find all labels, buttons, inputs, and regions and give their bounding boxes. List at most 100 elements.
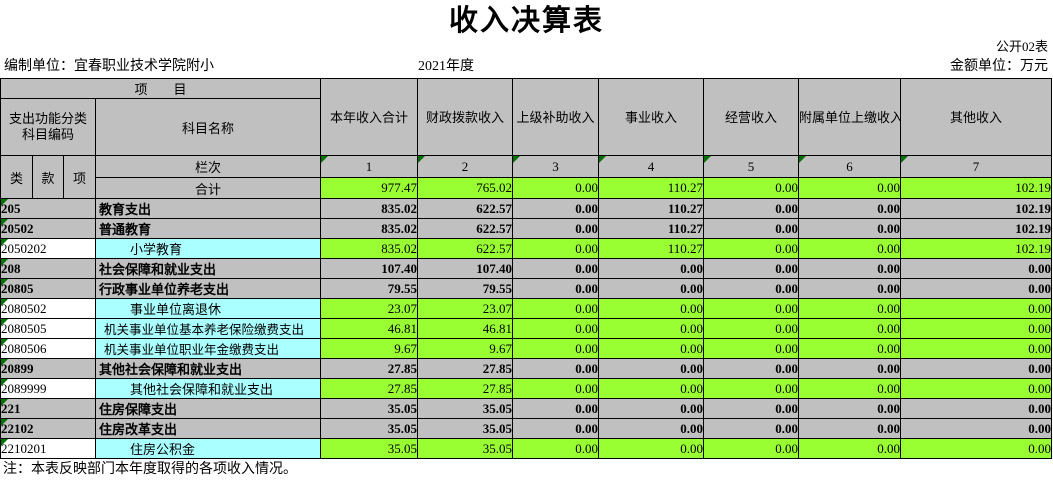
column-header-cell[interactable]: 上级补助收入	[512, 78, 600, 156]
value-cell[interactable]: 622.57	[417, 218, 514, 239]
value-cell[interactable]: 35.05	[320, 418, 419, 439]
row-name-cell[interactable]: 事业单位离退休	[94, 298, 322, 319]
column-number-cell[interactable]: 7	[900, 155, 1053, 178]
value-cell[interactable]: 0.00	[900, 298, 1053, 319]
value-cell[interactable]: 0.00	[798, 298, 902, 319]
column-header-cell[interactable]: 经营收入	[703, 78, 800, 156]
row-name-cell[interactable]: 其他社会保障和就业支出	[94, 358, 322, 379]
column-number-cell[interactable]: 3	[512, 155, 600, 178]
row-code-cell[interactable]: 2089999	[0, 378, 96, 399]
value-cell[interactable]: 35.05	[320, 438, 419, 459]
row-name-cell[interactable]: 教育支出	[94, 198, 322, 219]
value-cell[interactable]: 9.67	[320, 338, 419, 359]
row-code-cell[interactable]: 208	[0, 258, 96, 279]
value-cell[interactable]: 835.02	[320, 238, 419, 259]
row-name-cell[interactable]: 行政事业单位养老支出	[94, 278, 322, 299]
value-cell[interactable]: 0.00	[598, 258, 705, 279]
value-cell[interactable]: 0.00	[598, 378, 705, 399]
value-cell[interactable]: 0.00	[900, 258, 1053, 279]
value-cell[interactable]: 27.85	[417, 378, 514, 399]
value-cell[interactable]: 79.55	[320, 278, 419, 299]
value-cell[interactable]: 35.05	[417, 398, 514, 419]
value-cell[interactable]: 0.00	[798, 378, 902, 399]
value-cell[interactable]: 0.00	[703, 418, 800, 439]
value-cell[interactable]: 835.02	[320, 198, 419, 219]
lanci-header-cell[interactable]: 栏次	[94, 155, 322, 178]
value-cell[interactable]: 0.00	[512, 238, 600, 259]
row-code-cell[interactable]: 2210201	[0, 438, 96, 459]
row-code-cell[interactable]: 2080506	[0, 338, 96, 359]
value-cell[interactable]: 0.00	[798, 218, 902, 239]
value-cell[interactable]: 0.00	[598, 358, 705, 379]
value-cell[interactable]: 0.00	[703, 198, 800, 219]
row-code-cell[interactable]: 205	[0, 198, 96, 219]
value-cell[interactable]: 0.00	[512, 258, 600, 279]
value-cell[interactable]: 0.00	[512, 358, 600, 379]
value-cell[interactable]: 110.27	[598, 218, 705, 239]
value-cell[interactable]: 27.85	[320, 358, 419, 379]
value-cell[interactable]: 0.00	[900, 338, 1053, 359]
row-name-cell[interactable]: 住房保障支出	[94, 398, 322, 419]
value-cell[interactable]: 27.85	[417, 358, 514, 379]
value-cell[interactable]: 0.00	[900, 418, 1053, 439]
value-cell[interactable]: 0.00	[512, 438, 600, 459]
total-value-cell[interactable]: 102.19	[900, 177, 1053, 199]
value-cell[interactable]: 0.00	[703, 218, 800, 239]
value-cell[interactable]: 0.00	[900, 358, 1053, 379]
value-cell[interactable]: 0.00	[900, 398, 1053, 419]
total-value-cell[interactable]: 0.00	[512, 177, 600, 199]
row-code-cell[interactable]: 221	[0, 398, 96, 419]
total-value-cell[interactable]: 765.02	[417, 177, 514, 199]
value-cell[interactable]: 102.19	[900, 238, 1053, 259]
value-cell[interactable]: 0.00	[598, 438, 705, 459]
value-cell[interactable]: 0.00	[900, 378, 1053, 399]
kuan-header-cell[interactable]: 款	[32, 155, 64, 199]
code-header-cell[interactable]: 支出功能分类 科目编码	[0, 98, 96, 156]
value-cell[interactable]: 0.00	[598, 298, 705, 319]
value-cell[interactable]: 0.00	[598, 418, 705, 439]
value-cell[interactable]: 0.00	[798, 358, 902, 379]
row-code-cell[interactable]: 20502	[0, 218, 96, 239]
row-name-cell[interactable]: 其他社会保障和就业支出	[94, 378, 322, 399]
total-label-cell[interactable]: 合计	[94, 177, 322, 199]
value-cell[interactable]: 35.05	[320, 398, 419, 419]
value-cell[interactable]: 0.00	[598, 398, 705, 419]
value-cell[interactable]: 835.02	[320, 218, 419, 239]
value-cell[interactable]: 0.00	[703, 378, 800, 399]
value-cell[interactable]: 0.00	[798, 258, 902, 279]
column-header-cell[interactable]: 附属单位上缴收入	[798, 78, 902, 156]
value-cell[interactable]: 35.05	[417, 438, 514, 459]
value-cell[interactable]: 0.00	[798, 198, 902, 219]
row-code-cell[interactable]: 20805	[0, 278, 96, 299]
total-value-cell[interactable]: 977.47	[320, 177, 419, 199]
value-cell[interactable]: 0.00	[512, 398, 600, 419]
value-cell[interactable]: 23.07	[320, 298, 419, 319]
total-value-cell[interactable]: 0.00	[798, 177, 902, 199]
value-cell[interactable]: 0.00	[798, 438, 902, 459]
project-header-cell[interactable]: 项 目	[0, 78, 322, 99]
row-name-cell[interactable]: 机关事业单位职业年金缴费支出	[94, 338, 322, 359]
value-cell[interactable]: 102.19	[900, 198, 1053, 219]
value-cell[interactable]: 0.00	[512, 378, 600, 399]
value-cell[interactable]: 0.00	[703, 318, 800, 339]
value-cell[interactable]: 23.07	[417, 298, 514, 319]
row-name-cell[interactable]: 普通教育	[94, 218, 322, 239]
value-cell[interactable]: 0.00	[703, 358, 800, 379]
value-cell[interactable]: 0.00	[798, 398, 902, 419]
value-cell[interactable]: 0.00	[598, 318, 705, 339]
column-number-cell[interactable]: 1	[320, 155, 419, 178]
value-cell[interactable]: 622.57	[417, 238, 514, 259]
value-cell[interactable]: 0.00	[703, 258, 800, 279]
xiang-header-cell[interactable]: 项	[63, 155, 96, 199]
value-cell[interactable]: 0.00	[512, 318, 600, 339]
row-name-cell[interactable]: 机关事业单位基本养老保险缴费支出	[94, 318, 322, 339]
column-header-cell[interactable]: 财政拨款收入	[417, 78, 514, 156]
value-cell[interactable]: 0.00	[598, 338, 705, 359]
value-cell[interactable]: 0.00	[512, 298, 600, 319]
column-number-cell[interactable]: 6	[798, 155, 902, 178]
value-cell[interactable]: 0.00	[512, 338, 600, 359]
value-cell[interactable]: 0.00	[703, 238, 800, 259]
value-cell[interactable]: 79.55	[417, 278, 514, 299]
row-code-cell[interactable]: 2080505	[0, 318, 96, 339]
value-cell[interactable]: 0.00	[798, 338, 902, 359]
